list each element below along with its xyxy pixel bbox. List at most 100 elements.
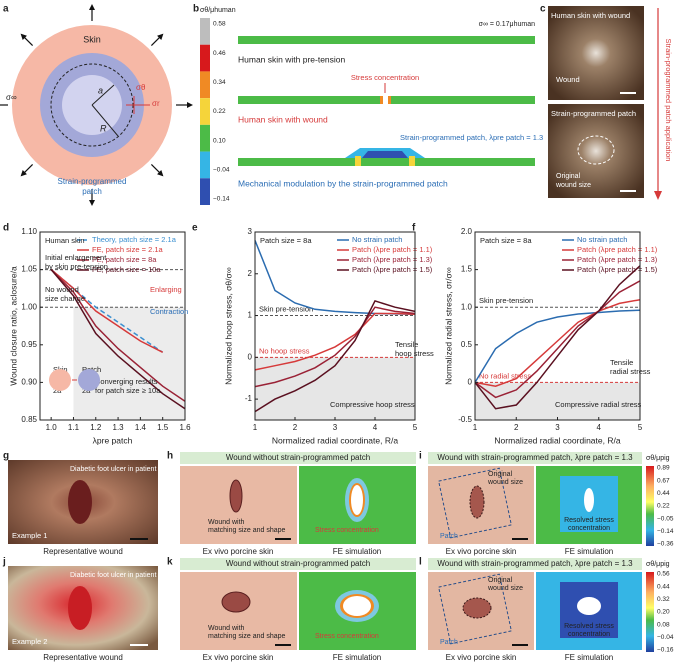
- annotation: Patch size = 8a: [480, 236, 532, 245]
- colorbar-segment: [200, 151, 210, 179]
- series-line: [474, 280, 641, 399]
- x-tick-label: 4: [597, 423, 602, 432]
- arrow-head: [89, 200, 95, 206]
- x-tick-label: 1.0: [46, 423, 58, 432]
- x-axis-label: Normalized radial coordinate, R/a: [272, 435, 398, 445]
- wound: [469, 485, 485, 519]
- panel-letter: h: [167, 451, 173, 462]
- series-line: [50, 269, 186, 402]
- legend-label: Patch (λpre patch = 1.1): [352, 245, 433, 254]
- wound: [68, 586, 92, 630]
- series-line: [254, 312, 416, 371]
- label: Strain-programmed patch: [551, 109, 636, 118]
- label: σ∞ = 0.17μhuman: [479, 21, 535, 28]
- annotation: Contraction: [150, 307, 188, 316]
- label: Patch: [440, 639, 458, 646]
- x-tick-label: 1.5: [157, 423, 169, 432]
- panel-letter: f: [412, 223, 416, 234]
- arrow-head: [157, 170, 164, 177]
- series-line: [254, 306, 416, 388]
- colorbar-segment: [200, 98, 210, 125]
- wound: [221, 591, 251, 613]
- colorbar: [646, 466, 654, 546]
- label: Diabetic foot ulcer in patient: [70, 572, 156, 579]
- y-axis-label: Normalized radial stress, σr/σ∞: [443, 267, 453, 385]
- colorbar-tick-label: 0.08: [657, 621, 670, 628]
- annotation: Initial enlargement: [45, 253, 107, 262]
- y-tick-label: 2.0: [461, 227, 473, 236]
- series-line: [254, 299, 416, 413]
- colorbar: [646, 572, 654, 652]
- reference-label: Skin pre-tension: [479, 296, 533, 305]
- legend-label: FE, patch size = 10a: [92, 265, 161, 274]
- y-tick-label: 1.10: [21, 227, 37, 236]
- fe-wound: [577, 597, 601, 615]
- colorbar-tick-label: 0.67: [657, 477, 670, 484]
- arrow-head: [89, 4, 95, 10]
- colorbar-tick-label: 0.32: [657, 596, 670, 603]
- x-tick-label: 1.1: [68, 423, 80, 432]
- legend-label: FE, patch size = 2.1a: [92, 245, 163, 254]
- colorbar-tick-label: −0.05: [657, 515, 674, 522]
- x-tick-label: 2: [293, 423, 298, 432]
- label: Representative wound: [43, 653, 123, 662]
- colorbar-segment: [200, 18, 210, 45]
- label: Original: [556, 173, 581, 180]
- label: Human skin with pre-tension: [238, 54, 346, 64]
- label: Ex vivo porcine skin: [203, 653, 274, 662]
- legend-label: FE, patch size = 8a: [92, 255, 157, 264]
- label: Patch: [440, 533, 458, 540]
- y-tick-label: 0: [468, 378, 473, 387]
- colorbar-tick-label: 0.34: [213, 79, 226, 86]
- annotation: Compressive radial stress: [555, 400, 642, 409]
- reference-label: Skin pre-tension: [259, 305, 313, 314]
- radius-a: [91, 84, 115, 106]
- header-bar: [428, 558, 642, 570]
- y-tick-label: 0.85: [21, 415, 37, 424]
- skin-strip: [238, 36, 535, 44]
- legend-label: No strain patch: [577, 235, 627, 244]
- colorbar-tick-label: −0.04: [657, 634, 674, 641]
- colorbar-tick-label: 0.44: [657, 583, 670, 590]
- hot-spot: [380, 96, 383, 104]
- label: a: [98, 85, 103, 95]
- annotation: Compressive hoop stress: [330, 400, 415, 409]
- y-tick-label: 0.5: [461, 340, 473, 349]
- scale-bar: [275, 644, 291, 646]
- label: FE simulation: [565, 547, 613, 556]
- annotation: Enlarging: [150, 285, 182, 294]
- colorbar-tick-label: 0.46: [213, 50, 226, 57]
- annotation: size change: [45, 294, 85, 303]
- legend-label: Patch (λpre patch = 1.1): [577, 245, 658, 254]
- label: σ∞: [6, 93, 17, 102]
- series-line: [50, 269, 186, 410]
- panel-letter: l: [419, 557, 422, 568]
- y-tick-label: 1.5: [461, 265, 473, 274]
- label: σθ: [136, 83, 146, 92]
- series-line: [474, 265, 641, 410]
- radius-R: [91, 104, 119, 137]
- photo: [548, 6, 644, 100]
- label: Stress concentration: [315, 633, 379, 640]
- colorbar-tick-label: 0.89: [657, 465, 670, 472]
- label: FE simulation: [333, 547, 381, 556]
- x-tick-label: 5: [638, 423, 643, 432]
- label: Strain-programmed patch, λpre patch = 1.…: [400, 133, 543, 142]
- y-tick-label: 1.00: [21, 302, 37, 311]
- label: wound size: [555, 182, 591, 189]
- scale-bar: [512, 538, 528, 540]
- label: Example 2: [12, 637, 47, 646]
- colorbar-tick-label: 0.20: [657, 609, 670, 616]
- scale-bar: [130, 538, 148, 540]
- patch-outline: [438, 573, 512, 645]
- x-tick-label: 1: [253, 423, 258, 432]
- panel-letter: g: [3, 451, 9, 462]
- colorbar-tick-label: −0.14: [213, 196, 230, 203]
- colorbar-tick-label: −0.14: [657, 528, 674, 535]
- y-tick-label: 0: [248, 352, 253, 361]
- skin-strip: [389, 96, 535, 104]
- arrow-head: [654, 191, 662, 200]
- annotation: radial stress: [610, 367, 651, 376]
- label: wound size: [487, 585, 523, 592]
